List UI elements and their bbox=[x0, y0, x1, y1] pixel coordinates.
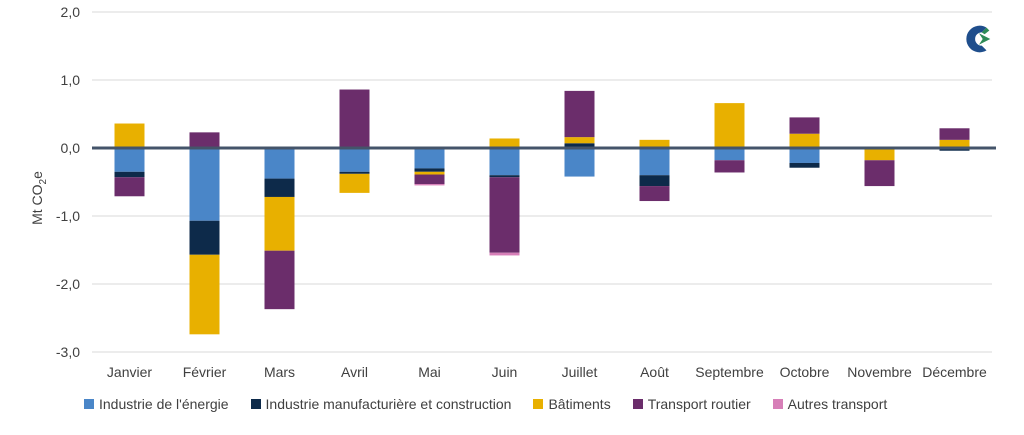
bar-segment bbox=[264, 148, 295, 179]
bar-segment bbox=[414, 171, 445, 175]
bar-segment bbox=[864, 148, 895, 161]
y-axis-title: Mt CO2e bbox=[29, 171, 49, 225]
bar-segment bbox=[114, 177, 145, 197]
legend-item: Bâtiments bbox=[533, 396, 611, 412]
bar-segment bbox=[114, 171, 145, 178]
x-tick-label: Mai bbox=[418, 364, 441, 380]
bar-segment bbox=[339, 173, 370, 193]
x-tick-label: Juillet bbox=[562, 364, 598, 380]
bar-segment bbox=[339, 89, 370, 148]
y-tick-label: -1,0 bbox=[56, 208, 80, 224]
x-tick-label: Avril bbox=[341, 364, 368, 380]
bar-segment bbox=[489, 177, 520, 253]
legend-swatch bbox=[84, 399, 94, 409]
y-tick-label: 0,0 bbox=[61, 140, 81, 156]
y-tick-label: 1,0 bbox=[61, 72, 81, 88]
bar-segment bbox=[114, 148, 145, 172]
y-tick-label: -3,0 bbox=[56, 344, 80, 360]
bar-segment bbox=[564, 90, 595, 138]
bar-segment bbox=[264, 178, 295, 197]
bar-segment bbox=[189, 132, 220, 148]
legend-item: Industrie manufacturière et construction bbox=[250, 396, 512, 412]
legend-swatch bbox=[250, 399, 261, 409]
x-tick-labels: Janvier Février Mars Avril Mai Juin Juillet Aoû… bbox=[107, 364, 987, 380]
bar-segment bbox=[639, 148, 670, 176]
legend-item: Autres transport bbox=[772, 396, 888, 412]
bar-segment bbox=[789, 162, 820, 168]
bar-segment bbox=[864, 160, 895, 187]
bar-segment bbox=[639, 175, 670, 187]
bar-segment bbox=[789, 133, 820, 148]
c-arrow-logo-icon bbox=[966, 25, 991, 53]
bar-segment bbox=[489, 138, 520, 148]
bar-segment bbox=[189, 148, 220, 221]
legend-label: Transport routier bbox=[647, 396, 751, 412]
bar-segment bbox=[339, 171, 370, 174]
x-tick-label: Juin bbox=[492, 364, 518, 380]
bar-segment bbox=[789, 148, 820, 163]
bar-segment bbox=[414, 174, 445, 185]
x-tick-label: Août bbox=[640, 364, 669, 380]
gridlines bbox=[92, 11, 992, 353]
bars bbox=[114, 89, 970, 335]
x-tick-label: Octobre bbox=[780, 364, 830, 380]
bar-segment bbox=[564, 143, 595, 148]
bar-segment bbox=[939, 128, 970, 140]
x-tick-label: Septembre bbox=[695, 364, 764, 380]
bar-segment bbox=[414, 184, 445, 186]
legend-swatch bbox=[533, 399, 544, 409]
bar-segment bbox=[564, 137, 595, 144]
bar-segment bbox=[714, 160, 745, 173]
legend-label: Industrie de l'énergie bbox=[99, 396, 229, 412]
bar-segment bbox=[489, 175, 520, 178]
legend-label: Industrie manufacturière et construction bbox=[265, 396, 512, 412]
bar-segment bbox=[189, 220, 220, 255]
bar-segment bbox=[489, 252, 520, 256]
bar-segment bbox=[714, 148, 745, 161]
legend: Industrie de l'énergie Industrie manufact… bbox=[84, 396, 909, 412]
bar-segment bbox=[939, 139, 970, 148]
bar-segment bbox=[189, 254, 220, 335]
bar-segment bbox=[789, 117, 820, 134]
legend-swatch bbox=[632, 399, 643, 409]
bar-segment bbox=[639, 139, 670, 148]
x-tick-label: Janvier bbox=[107, 364, 152, 380]
bar-segment bbox=[639, 186, 670, 202]
legend-label: Bâtiments bbox=[548, 396, 611, 412]
bar-segment bbox=[939, 149, 970, 151]
bar-segment bbox=[114, 123, 145, 148]
legend-label: Autres transport bbox=[787, 396, 888, 412]
bar-segment bbox=[714, 103, 745, 148]
legend-swatch bbox=[772, 399, 783, 409]
legend-item: Industrie de l'énergie bbox=[84, 396, 229, 412]
bar-segment bbox=[264, 196, 295, 251]
x-tick-label: Février bbox=[183, 364, 227, 380]
bar-segment bbox=[414, 148, 445, 169]
x-tick-label: Mars bbox=[264, 364, 295, 380]
x-tick-label: Novembre bbox=[847, 364, 912, 380]
bar-segment bbox=[414, 168, 445, 172]
bar-segment bbox=[489, 148, 520, 176]
bar-segment bbox=[564, 148, 595, 177]
y-tick-label: -2,0 bbox=[56, 276, 80, 292]
x-tick-label: Décembre bbox=[922, 364, 987, 380]
bar-segment bbox=[339, 148, 370, 172]
y-tick-labels: 2,0 1,0 0,0 -1,0 -2,0 -3,0 bbox=[56, 4, 80, 360]
y-tick-label: 2,0 bbox=[61, 4, 81, 20]
legend-item: Transport routier bbox=[632, 396, 751, 412]
bar-segment bbox=[264, 250, 295, 310]
